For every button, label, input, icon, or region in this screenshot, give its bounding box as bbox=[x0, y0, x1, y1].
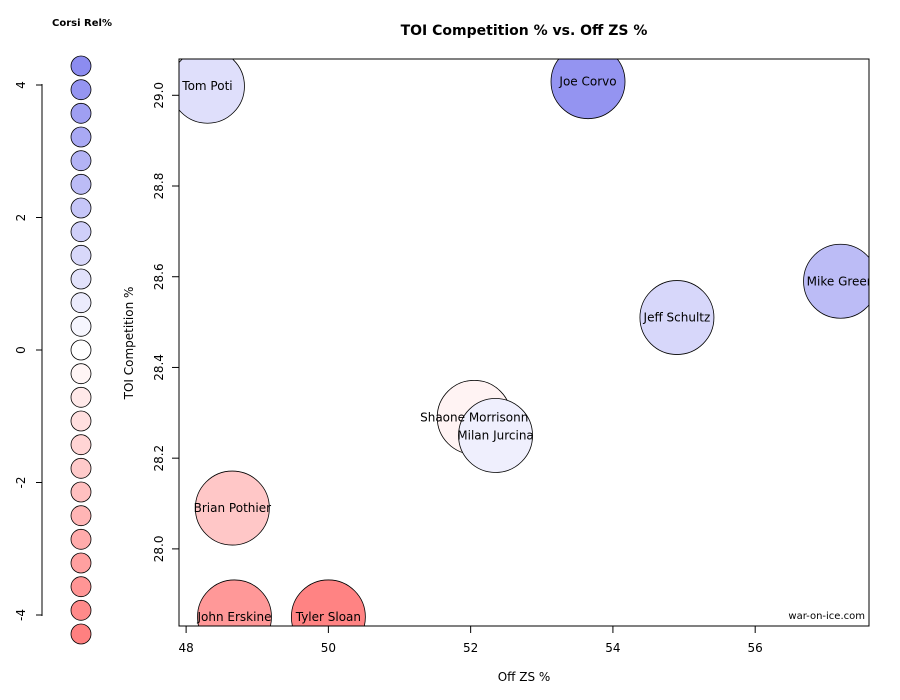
legend-swatch bbox=[70, 292, 92, 314]
data-point-label: Milan Jurcina bbox=[457, 428, 534, 442]
x-tick-label: 56 bbox=[748, 641, 763, 655]
legend-swatch bbox=[70, 481, 92, 503]
data-point-label: Tyler Sloan bbox=[295, 610, 361, 624]
legend-swatch bbox=[70, 173, 92, 195]
data-point-label: Jeff Schultz bbox=[643, 311, 711, 325]
y-tick-label: 29.0 bbox=[152, 82, 166, 109]
data-point bbox=[803, 243, 869, 319]
plot-frame bbox=[178, 58, 870, 627]
legend-swatch bbox=[70, 55, 92, 77]
legend-swatch bbox=[70, 599, 92, 621]
data-point-label: Mike Green bbox=[807, 274, 875, 288]
data-points: Tom Poti Joe Corvo Mike Green Jeff Schultz S… bbox=[179, 59, 875, 626]
legend-swatch bbox=[70, 528, 92, 550]
legend-swatch bbox=[70, 552, 92, 574]
y-tick-label: 28.8 bbox=[152, 173, 166, 200]
legend-swatch bbox=[70, 221, 92, 243]
legend-swatch bbox=[70, 268, 92, 290]
x-axis-ticks: 48 50 52 54 56 bbox=[178, 626, 763, 655]
data-point bbox=[639, 280, 715, 355]
data-point bbox=[179, 59, 245, 124]
data-point-label: Tom Poti bbox=[181, 79, 232, 93]
legend-swatch bbox=[70, 434, 92, 456]
y-axis-label: TOI Competition % bbox=[122, 287, 136, 401]
data-point bbox=[290, 579, 366, 626]
chart-title: TOI Competition % vs. Off ZS % bbox=[401, 23, 648, 39]
x-tick-label: 52 bbox=[463, 641, 478, 655]
legend-swatch bbox=[70, 315, 92, 337]
data-point-label: John Erskine bbox=[197, 610, 272, 624]
legend-tick-label: 0 bbox=[14, 346, 28, 354]
data-point-label: Joe Corvo bbox=[558, 75, 616, 89]
x-axis-label: Off ZS % bbox=[498, 670, 551, 684]
x-tick-label: 50 bbox=[321, 641, 336, 655]
y-axis-ticks: 28.0 28.2 28.4 28.6 28.8 29.0 bbox=[152, 82, 179, 562]
legend-swatch bbox=[70, 197, 92, 219]
y-tick-label: 28.6 bbox=[152, 263, 166, 290]
legend-tick-label: 4 bbox=[14, 81, 28, 89]
legend-swatch bbox=[70, 244, 92, 266]
x-tick-label: 48 bbox=[178, 641, 193, 655]
legend-swatch bbox=[70, 576, 92, 598]
legend-swatch bbox=[70, 102, 92, 124]
x-tick-label: 54 bbox=[605, 641, 620, 655]
legend-swatch bbox=[70, 623, 92, 645]
y-tick-label: 28.0 bbox=[152, 536, 166, 563]
data-point bbox=[197, 579, 272, 626]
legend-ticks: 4 2 0 -2 -4 bbox=[14, 81, 42, 621]
watermark: war-on-ice.com bbox=[788, 611, 865, 622]
data-point-label: Shaone Morrisonn bbox=[420, 410, 528, 424]
legend-tick-label: -4 bbox=[14, 609, 28, 621]
legend-swatch bbox=[70, 79, 92, 101]
legend-swatch bbox=[70, 126, 92, 148]
legend-tick-label: -2 bbox=[14, 477, 28, 489]
legend-swatches bbox=[70, 55, 92, 645]
data-point bbox=[550, 59, 626, 120]
legend-swatch bbox=[70, 410, 92, 432]
legend-title: Corsi Rel% bbox=[52, 18, 112, 29]
legend-swatch bbox=[70, 363, 92, 385]
y-tick-label: 28.2 bbox=[152, 445, 166, 472]
data-point-label: Brian Pothier bbox=[194, 501, 271, 515]
y-tick-label: 28.4 bbox=[152, 354, 166, 381]
legend-tick-label: 2 bbox=[14, 214, 28, 222]
data-point bbox=[458, 398, 533, 473]
legend-swatch bbox=[70, 505, 92, 527]
legend-swatch bbox=[70, 150, 92, 172]
data-point bbox=[194, 470, 270, 546]
legend-swatch bbox=[70, 386, 92, 408]
legend-swatch bbox=[70, 457, 92, 479]
legend-swatch bbox=[70, 339, 92, 361]
